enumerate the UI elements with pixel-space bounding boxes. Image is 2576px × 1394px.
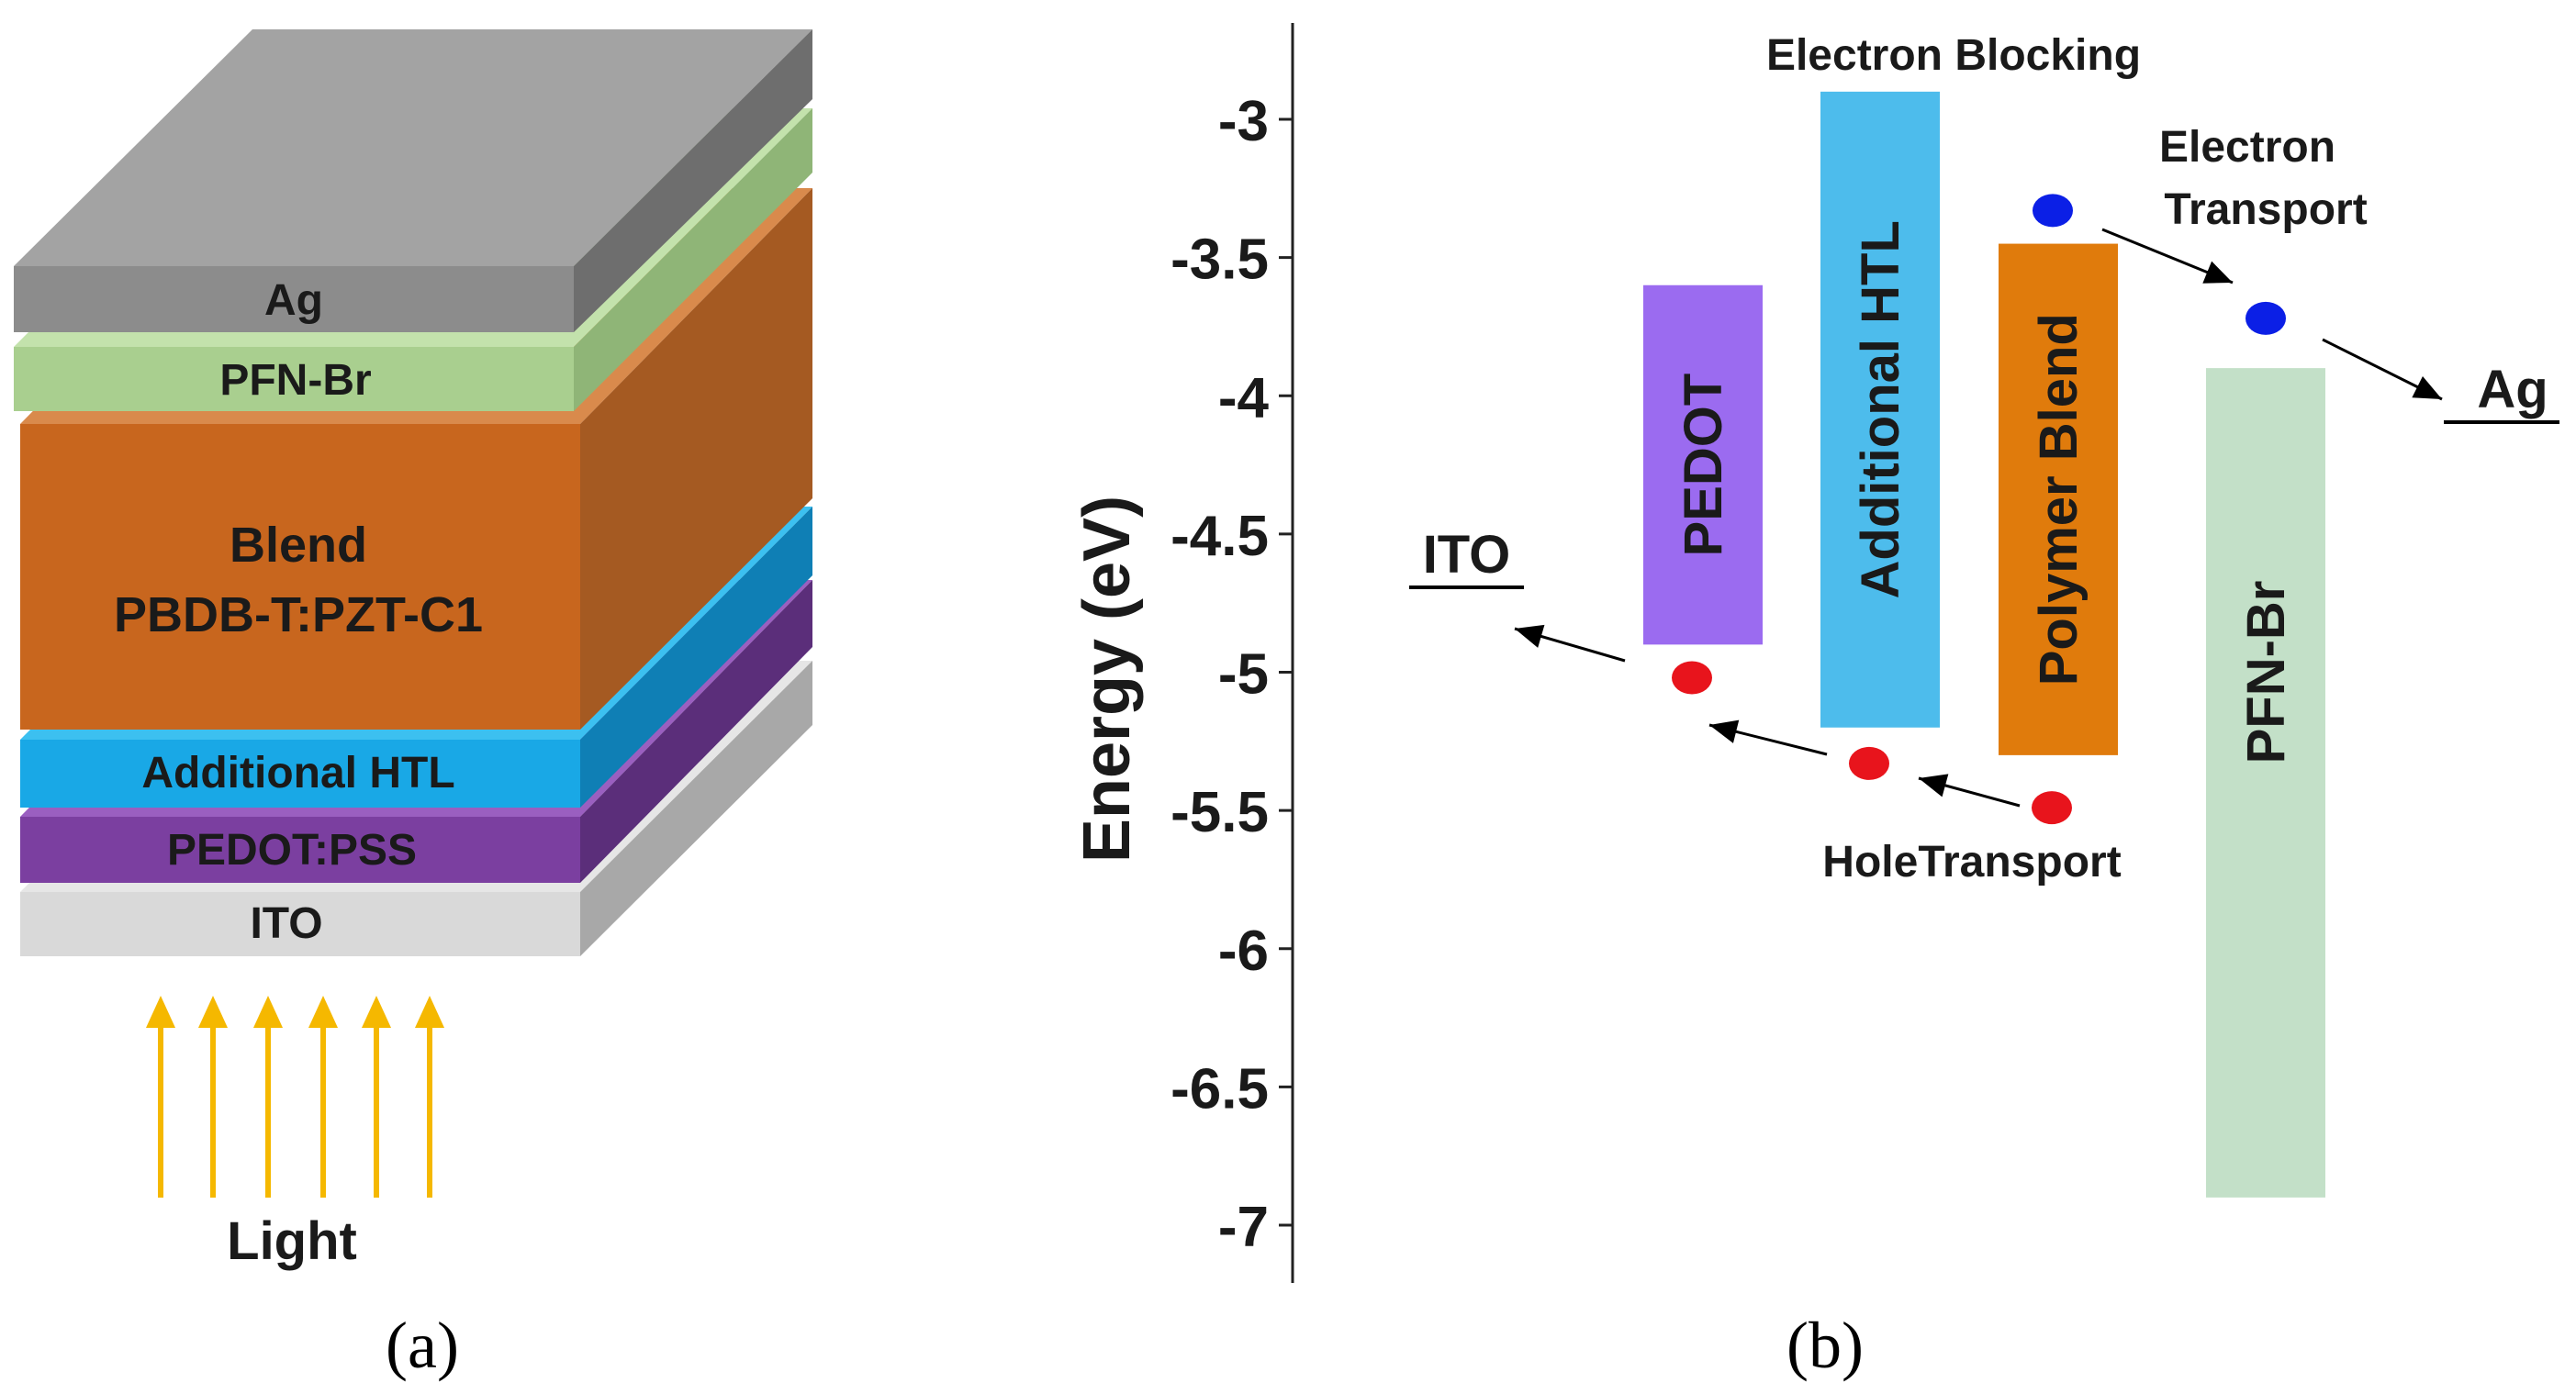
layer-pfn-side [574, 108, 812, 411]
layer-pedot-label: PEDOT:PSS [167, 826, 417, 875]
electron-dot [2033, 194, 2073, 228]
layer-blend-label-1: Blend [230, 518, 367, 573]
y-tick-label: -3 [1218, 90, 1269, 153]
energy-bar [2206, 368, 2325, 1198]
layer-ito-side [580, 661, 812, 956]
transport-arrow [2322, 338, 2443, 401]
panel-a-caption: (a) [386, 1309, 459, 1382]
light-arrow [253, 996, 283, 1198]
y-tick-label: -6 [1218, 920, 1269, 983]
energy-bar-label: Polymer Blend [2029, 313, 2089, 686]
hole-dot [1672, 661, 1712, 695]
layer-ito-front [20, 892, 580, 956]
layer-pfn-label: PFN-Br [219, 356, 371, 405]
layer-ag-top [14, 29, 812, 266]
layer-pfn-front [14, 347, 574, 411]
light-label: Light [227, 1211, 357, 1271]
annotation-electron-transport-1: Electron [2159, 123, 2335, 172]
electron-dot [2246, 301, 2286, 335]
y-tick-label: -4 [1218, 366, 1270, 429]
y-tick-label: -4.5 [1170, 505, 1269, 568]
annotation-electron-transport-2: Transport [2164, 185, 2367, 234]
electrode-label: ITO [1423, 525, 1511, 585]
y-axis-ticks: -3 -3.5 -4 -4.5 -5 -5.5 -6 -6.5 -7 [1170, 90, 1293, 1259]
energy-bars: PEDOT Additional HTL Polymer Blend PFN-Br [1643, 91, 2325, 1198]
light-arrow [308, 996, 338, 1198]
y-tick-label: -3.5 [1170, 229, 1269, 292]
electrode-label: Ag [2477, 360, 2548, 419]
light-arrow [146, 996, 175, 1198]
layer-blend-label-2: PBDB-T:PZT-C1 [114, 587, 483, 642]
layer-blend-front [20, 424, 580, 730]
y-tick-label: -5.5 [1170, 781, 1269, 844]
electrodes: ITO Ag [1409, 360, 2559, 589]
hole-dot [1849, 746, 1889, 780]
layer-htl-side [580, 507, 812, 808]
energy-bar-label: PFN-Br [2236, 581, 2296, 764]
annotation-electron-blocking: Electron Blocking [1766, 31, 2141, 80]
panel-b-caption: (b) [1786, 1309, 1864, 1382]
layer-pedot-front [20, 817, 580, 883]
layer-ag-side [574, 29, 812, 332]
layer-htl-label: Additional HTL [141, 749, 454, 797]
layer-pedot-side [580, 580, 812, 883]
y-tick-label: -7 [1218, 1196, 1269, 1259]
carriers [1672, 194, 2286, 825]
layer-ag-label: Ag [264, 276, 323, 325]
y-axis-label: Energy (eV) [1070, 496, 1144, 863]
energy-bar-label: PEDOT [1674, 374, 1733, 557]
transport-arrow [1514, 624, 1626, 663]
y-tick-label: -5 [1218, 643, 1269, 707]
annotation-hole-transport: HoleTransport [1822, 838, 2121, 887]
light-arrow [415, 996, 444, 1198]
transport-arrow [1918, 774, 2021, 808]
energy-bar [1999, 243, 2118, 755]
layer-ito-label: ITO [250, 899, 322, 948]
layer-ag: Ag [14, 29, 812, 332]
layer-blend-side [580, 188, 812, 730]
layer-htl-front [20, 740, 580, 808]
transport-arrow [1708, 719, 1828, 756]
light-arrow [362, 996, 391, 1198]
panel-a-device-stack: ITO PEDOT:PSS Additional HTL Blend PBDB-… [14, 29, 812, 1382]
light-arrow [198, 996, 228, 1198]
hole-dot [2032, 791, 2072, 825]
energy-bar [1643, 284, 1763, 645]
light-arrows [146, 996, 444, 1198]
energy-bar-label: Additional HTL [1851, 220, 1910, 598]
transport-arrow [2101, 228, 2234, 284]
layer-ag-front [14, 266, 574, 332]
energy-bar [1820, 91, 1940, 728]
transport-arrows [1514, 228, 2443, 808]
panel-b-energy-diagram: -3 -3.5 -4 -4.5 -5 -5.5 -6 -6.5 -7 Energy (eV) P… [1070, 23, 2559, 1382]
y-tick-label: -6.5 [1170, 1057, 1269, 1121]
